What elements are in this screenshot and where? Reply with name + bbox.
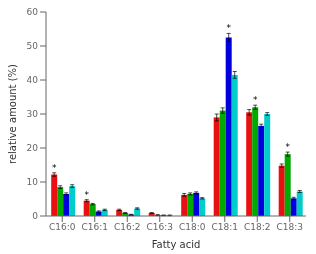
svg-text:20: 20 (27, 143, 39, 153)
svg-text:0: 0 (32, 211, 38, 221)
svg-text:*: * (253, 95, 258, 105)
svg-text:C16:1: C16:1 (82, 222, 109, 232)
svg-text:30: 30 (27, 109, 39, 119)
svg-text:60: 60 (27, 7, 39, 17)
svg-text:50: 50 (27, 41, 39, 51)
svg-text:C18:3: C18:3 (277, 222, 304, 232)
svg-text:*: * (285, 142, 290, 152)
svg-text:40: 40 (27, 75, 39, 85)
svg-text:C16:2: C16:2 (114, 222, 141, 232)
svg-text:C18:1: C18:1 (212, 222, 239, 232)
svg-text:C18:0: C18:0 (179, 222, 206, 232)
svg-text:10: 10 (27, 177, 39, 187)
svg-text:C18:2: C18:2 (244, 222, 271, 232)
svg-text:C16:0: C16:0 (49, 222, 76, 232)
svg-text:*: * (84, 190, 89, 200)
svg-text:C16:3: C16:3 (147, 222, 174, 232)
svg-text:Fatty acid: Fatty acid (152, 239, 201, 250)
svg-text:*: * (52, 163, 57, 173)
svg-text:*: * (226, 23, 231, 33)
svg-text:relative amount (%): relative amount (%) (8, 64, 18, 164)
